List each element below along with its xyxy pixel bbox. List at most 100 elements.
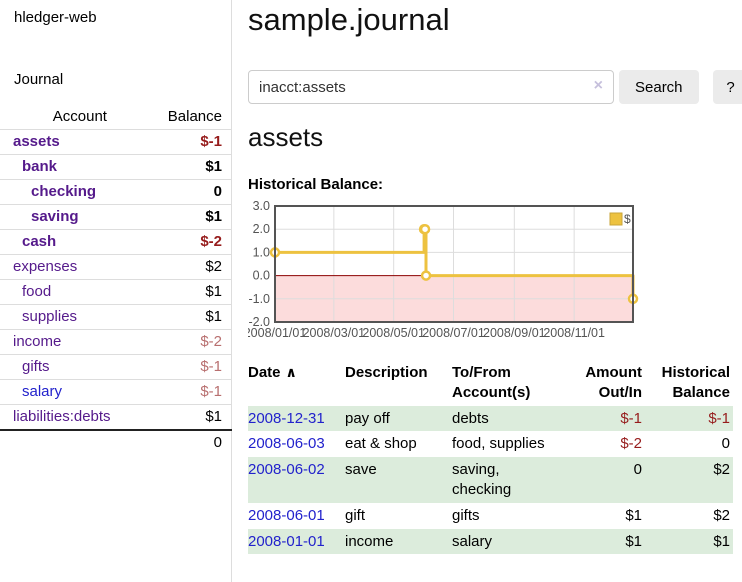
balance-chart: $3.0 2.0 1.0 0.0 -1.0 -2.0 2008/01/01 2008/03/0… [244, 199, 742, 353]
transaction-date-link[interactable]: 2008-12-31 [248, 409, 325, 427]
transaction-date-cell: 2008-06-03 [248, 431, 345, 457]
chart-title: Historical Balance: [248, 176, 384, 193]
account-row: expenses $2 [0, 254, 232, 280]
accounts-header-row: Account Balance [0, 105, 232, 130]
account-balance: $1 [205, 308, 222, 325]
transaction-date-cell: 2008-06-01 [248, 503, 345, 529]
account-link-liabilities-debts[interactable]: liabilities:debts [13, 408, 111, 425]
transaction-date-cell: 2008-06-02 [248, 457, 345, 503]
account-link-gifts[interactable]: gifts [22, 358, 50, 375]
accounts-table: Account Balance assets $-1 bank $1 checking 0… [0, 105, 232, 455]
account-row: salary $-1 [0, 379, 232, 405]
transaction-description: gift [345, 506, 366, 524]
account-balance: $2 [205, 258, 222, 275]
account-name-cell: food [0, 280, 147, 305]
transaction-balance: $2 [713, 461, 730, 479]
column-header-amount: Amount Out/In [585, 364, 642, 401]
account-link-expenses[interactable]: expenses [13, 258, 78, 275]
account-link-assets[interactable]: assets [13, 133, 60, 150]
account-name-cell: checking [0, 180, 147, 205]
transaction-balance: $-1 [708, 409, 730, 427]
transaction-date-cell: 2008-01-01 [248, 529, 345, 555]
account-link-bank[interactable]: bank [22, 158, 58, 175]
transaction-accounts: saving, checking [452, 461, 512, 498]
sort-ascending-icon: ∧ [285, 364, 297, 380]
account-link-income[interactable]: income [13, 333, 62, 350]
transaction-description: pay off [345, 409, 390, 427]
y-axis-tick-label: -2.0 [248, 315, 270, 329]
account-balance: $-1 [200, 358, 222, 375]
account-link-salary[interactable]: salary [22, 383, 63, 400]
column-header-description: Description [345, 364, 428, 381]
account-link-cash[interactable]: cash [22, 233, 57, 250]
column-header-accounts: To/From Account(s) [452, 364, 531, 401]
transaction-accounts: debts [452, 409, 489, 427]
account-column-header: Account [52, 108, 107, 125]
brand-link[interactable]: hledger-web [14, 9, 97, 26]
accounts-total-spacer [0, 430, 147, 455]
register-table: Date ∧ Description To/From Account(s) Amo… [248, 360, 733, 555]
sidebar-item-journal[interactable]: Journal [14, 71, 64, 88]
register-row: 2008-12-31 pay off debts $-1 $-1 [248, 405, 733, 432]
legend-label: $ [624, 212, 631, 226]
account-balance: 0 [213, 183, 222, 200]
transaction-description: eat & shop [345, 435, 417, 453]
account-name-cell: income [0, 330, 147, 355]
legend-swatch [609, 212, 623, 226]
account-link-food[interactable]: food [22, 283, 52, 300]
account-row: supplies $1 [0, 304, 232, 330]
transaction-amount: $1 [625, 506, 642, 524]
account-balance: $-1 [200, 133, 222, 150]
y-axis-tick-label: 1.0 [253, 245, 270, 259]
help-button[interactable]: ? [712, 70, 742, 104]
x-axis-tick-label: 2008/11/01 [543, 326, 605, 340]
account-row: assets $-1 [0, 129, 232, 155]
transaction-accounts: food, supplies [452, 435, 545, 453]
transaction-date-link[interactable]: 2008-06-03 [248, 435, 325, 453]
transaction-date-link[interactable]: 2008-01-01 [248, 532, 325, 550]
account-row: saving $1 [0, 204, 232, 230]
x-axis-tick-label: 2008/07/01 [422, 326, 485, 340]
main-content: sample.journal × Search ? assets Histori… [244, 0, 742, 582]
register-row: 2008-06-01 gift gifts $1 $2 [248, 503, 733, 529]
account-name-cell: salary [0, 380, 147, 405]
column-header-date-label: Date [248, 364, 281, 381]
x-axis-tick-label: 2008/03/01 [303, 326, 366, 340]
transaction-balance: 0 [721, 435, 730, 453]
data-point-marker [419, 223, 431, 235]
account-row: gifts $-1 [0, 354, 232, 380]
account-balance: $1 [205, 158, 222, 175]
transaction-accounts: salary [452, 532, 493, 550]
data-point-marker [420, 270, 432, 281]
account-link-saving[interactable]: saving [31, 208, 79, 225]
transaction-date-link[interactable]: 2008-06-01 [248, 506, 325, 524]
clear-search-icon[interactable]: × [593, 77, 603, 94]
account-balance: $1 [205, 283, 222, 300]
x-axis-tick-label: 2008/09/01 [483, 326, 546, 340]
plot-border [274, 205, 634, 323]
transaction-amount: $-1 [620, 409, 642, 427]
register-row: 2008-06-03 eat & shop food, supplies $-2 0 [248, 431, 733, 457]
account-name-cell: liabilities:debts [0, 405, 147, 431]
account-name-cell: cash [0, 230, 147, 255]
account-heading: assets [248, 122, 324, 152]
transaction-balance: $2 [713, 506, 730, 524]
account-name-cell: saving [0, 205, 147, 230]
transaction-date-link[interactable]: 2008-06-02 [248, 461, 325, 479]
account-link-checking[interactable]: checking [31, 183, 97, 200]
balance-chart-svg: $3.0 2.0 1.0 0.0 -1.0 -2.02008/01/012008/03/0… [244, 199, 639, 340]
transaction-accounts: gifts [452, 506, 480, 524]
account-row: checking 0 [0, 179, 232, 205]
transaction-date-cell: 2008-12-31 [248, 406, 345, 432]
column-header-balance: Historical Balance [661, 364, 730, 401]
search-form: × Search ? [248, 70, 742, 104]
account-name-cell: assets [0, 130, 147, 155]
account-name-cell: gifts [0, 355, 147, 380]
search-input[interactable] [248, 70, 614, 104]
column-header-date[interactable]: Date ∧ [248, 360, 345, 406]
x-axis-tick-label: 2008/01/01 [248, 326, 306, 340]
account-link-supplies[interactable]: supplies [22, 308, 78, 325]
y-axis-tick-label: 0.0 [253, 269, 270, 283]
account-balance: $-2 [200, 333, 222, 350]
search-button[interactable]: Search [619, 70, 699, 104]
